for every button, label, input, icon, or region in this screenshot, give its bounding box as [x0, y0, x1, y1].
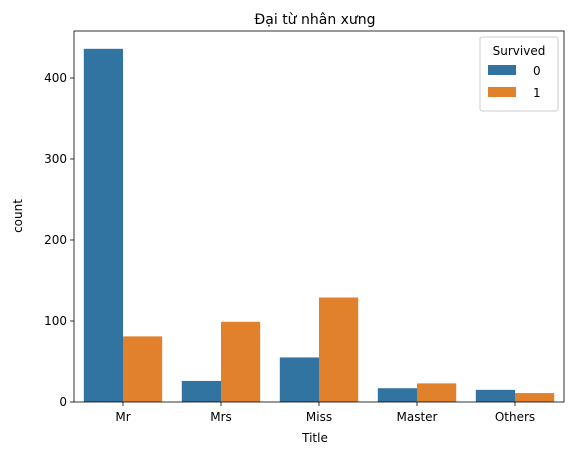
chart-title: Đại từ nhân xưng [254, 12, 375, 28]
y-tick-label: 0 [59, 395, 67, 409]
y-tick-label: 400 [44, 71, 67, 85]
y-axis: 0 100 200 300 400 [44, 71, 74, 409]
bar-mrs-0 [181, 380, 221, 402]
legend-swatch-1 [488, 87, 516, 97]
x-tick-label: Mrs [210, 410, 232, 424]
bar-miss-1 [319, 297, 359, 402]
y-tick-label: 200 [44, 233, 67, 247]
bar-miss-0 [279, 357, 319, 402]
x-tick-label: Others [495, 410, 535, 424]
y-axis-label: count [11, 199, 25, 233]
bar-others-0 [475, 389, 515, 402]
x-axis: Mr Mrs Miss Master Others [115, 402, 535, 424]
x-tick-label: Mr [115, 410, 130, 424]
bar-mrs-1 [221, 321, 261, 402]
bar-others-1 [515, 393, 555, 402]
bar-master-1 [417, 383, 457, 402]
y-tick-label: 100 [44, 314, 67, 328]
legend-swatch-0 [488, 65, 516, 75]
x-tick-label: Miss [306, 410, 332, 424]
legend-label-0: 0 [533, 64, 541, 78]
legend-title: Survived [493, 44, 546, 58]
x-axis-label: Title [301, 431, 328, 445]
legend-label-1: 1 [533, 86, 541, 100]
bars-group [83, 48, 555, 403]
bar-mr-0 [83, 48, 123, 403]
bar-master-0 [377, 388, 417, 402]
x-tick-label: Master [397, 410, 438, 424]
bar-mr-1 [123, 336, 163, 402]
y-tick-label: 300 [44, 152, 67, 166]
legend: Survived 0 1 [479, 36, 559, 112]
